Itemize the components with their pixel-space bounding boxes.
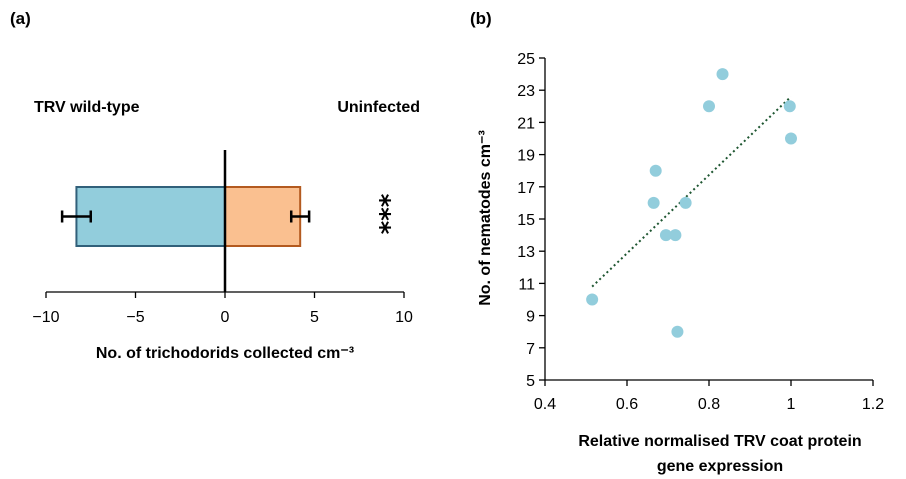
bar-1	[224, 186, 302, 247]
right-annotation: Uninfected	[337, 99, 420, 116]
panel-a-x-tick-label-1: −5	[126, 309, 144, 326]
panel-b-y-tick-label-10: 25	[517, 51, 535, 68]
panel-a-x-tick-label-3: 5	[310, 309, 319, 326]
scatter-point-9	[783, 100, 796, 113]
scatter-point-8	[716, 68, 729, 81]
scatter-point-7	[703, 100, 715, 113]
panel-b-y-tick-label-6: 17	[517, 180, 535, 197]
panel-b-x-axis-title-line1: Relative normalised TRV coat protein	[578, 433, 861, 450]
panel-b-y-tick-label-3: 11	[518, 276, 535, 293]
panel-a-label: (a)	[10, 9, 31, 28]
panel-b-y-tick-label-4: 13	[517, 244, 535, 261]
scatter-point-5	[671, 325, 684, 338]
panel-b-y-tick-label-1: 7	[526, 341, 535, 358]
panel-a-x-axis-title: No. of trichodorids collected cm⁻³	[96, 345, 354, 362]
panel-b-x-tick-label-1: 0.6	[616, 396, 638, 413]
panel-b-y-tick-label-0: 5	[526, 373, 535, 390]
scatter-point-6	[679, 196, 692, 209]
panel-a-x-tick-label-0: −10	[32, 309, 59, 326]
scatter-point-2	[649, 164, 662, 177]
trendline	[591, 95, 792, 288]
panel-b-y-tick-label-2: 9	[526, 309, 535, 326]
panel-b-x-tick-label-0: 0.4	[534, 396, 556, 413]
panel-b-y-tick-label-8: 21	[517, 115, 535, 132]
panel-b-x-tick-label-2: 0.8	[698, 396, 720, 413]
scatter-point-4	[669, 229, 682, 242]
panel-a-x-tick-label-4: 10	[395, 309, 413, 326]
panel-a: (a) TRV wild-type Uninfected −10 −5 0 5 10 *…	[10, 9, 420, 362]
left-annotation: TRV wild-type	[34, 99, 140, 116]
panel-b-marks: 5 7 9 11 13 15 17 19 21 23 25 0.4 0.6 0.8 1 1.2	[517, 51, 884, 413]
scatter-point-1	[647, 196, 660, 209]
panel-a-marks: −10 −5 0 5 10	[32, 150, 413, 326]
scatter-point-0	[586, 293, 599, 306]
panel-b-x-tick-label-3: 1	[787, 396, 796, 413]
scatter-point-10	[785, 132, 797, 145]
panel-b-y-tick-label-5: 15	[517, 212, 535, 229]
panel-b-y-tick-label-7: 19	[517, 148, 535, 165]
bar-0	[75, 186, 227, 247]
panel-a-x-tick-label-2: 0	[221, 309, 230, 326]
panel-b-x-axis-title-line2: gene expression	[657, 458, 783, 475]
panel-b: (b) 5 7 9 11 13 15 17 19 21 23 25 0.4 0.6 0.8 1 1.2 No.…	[470, 9, 884, 475]
panel-b-x-tick-label-4: 1.2	[862, 396, 884, 413]
panel-b-y-tick-label-9: 23	[517, 83, 535, 100]
panel-b-label: (b)	[470, 9, 492, 28]
panel-b-y-axis-title: No. of nematodes cm⁻³	[477, 130, 494, 306]
significance-marker: ***	[365, 194, 395, 235]
scatter-point-3	[659, 229, 672, 242]
